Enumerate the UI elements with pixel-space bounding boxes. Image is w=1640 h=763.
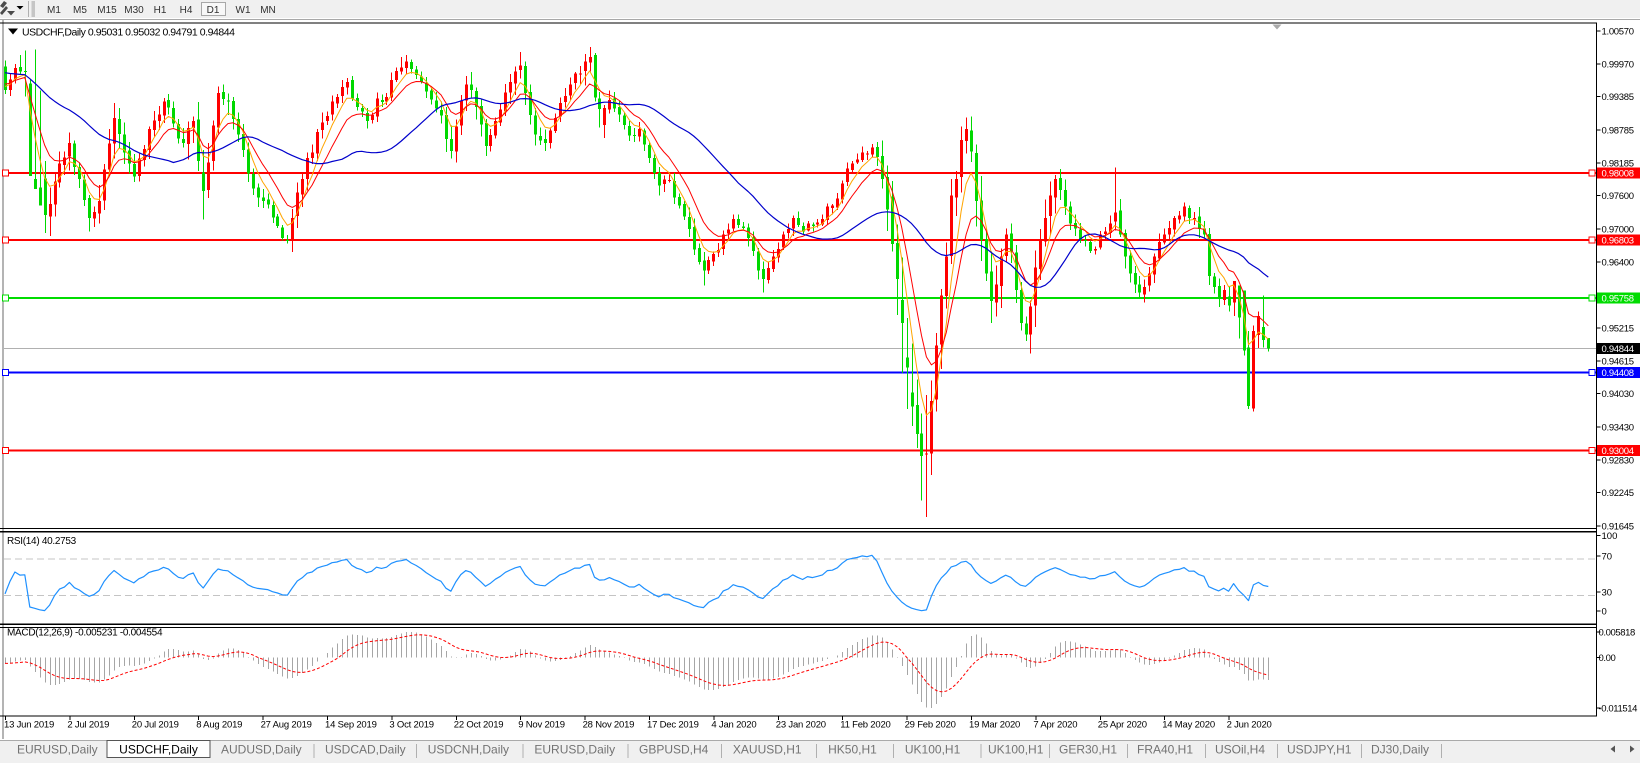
svg-text:USDCHF,Daily 0.95031 0.95032: USDCHF,Daily 0.95031 0.95032 0.94791 0.9…	[22, 26, 235, 38]
svg-text:DJ30,Daily: DJ30,Daily	[1371, 743, 1429, 757]
svg-text:USOil,H4: USOil,H4	[1215, 743, 1265, 757]
svg-text:W1: W1	[236, 5, 251, 16]
svg-text:0.94030: 0.94030	[1602, 389, 1634, 400]
svg-text:0: 0	[1602, 607, 1607, 618]
svg-text:HK50,H1: HK50,H1	[828, 743, 877, 757]
svg-text:XAUUSD,H1: XAUUSD,H1	[733, 743, 802, 757]
svg-text:H4: H4	[180, 5, 193, 16]
svg-text:0.99385: 0.99385	[1602, 92, 1634, 103]
svg-text:0.00: 0.00	[1599, 653, 1616, 664]
svg-text:USDCAD,Daily: USDCAD,Daily	[325, 743, 406, 757]
svg-text:-0.011514: -0.011514	[1599, 704, 1638, 715]
svg-text:USDCHF,Daily: USDCHF,Daily	[119, 743, 198, 757]
svg-text:0.97600: 0.97600	[1602, 191, 1634, 202]
svg-text:11 Feb 2020: 11 Feb 2020	[840, 720, 890, 731]
svg-text:27 Aug 2019: 27 Aug 2019	[261, 720, 312, 731]
svg-text:EURUSD,Daily: EURUSD,Daily	[534, 743, 615, 757]
svg-text:13 Jun 2019: 13 Jun 2019	[4, 720, 54, 731]
svg-text:M15: M15	[97, 5, 117, 16]
svg-text:0.93430: 0.93430	[1602, 422, 1634, 433]
svg-text:2 Jul 2019: 2 Jul 2019	[67, 720, 109, 731]
svg-text:AUDUSD,Daily: AUDUSD,Daily	[221, 743, 302, 757]
svg-text:0.95758: 0.95758	[1602, 293, 1634, 304]
svg-text:0.005818: 0.005818	[1599, 628, 1636, 639]
svg-text:70: 70	[1602, 552, 1613, 563]
svg-text:2 Jun 2020: 2 Jun 2020	[1227, 720, 1272, 731]
svg-text:4 Jan 2020: 4 Jan 2020	[711, 720, 756, 731]
svg-text:D1: D1	[207, 5, 220, 16]
svg-text:23 Jan 2020: 23 Jan 2020	[776, 720, 826, 731]
svg-text:0.98185: 0.98185	[1602, 159, 1634, 170]
svg-text:0.96400: 0.96400	[1602, 258, 1634, 269]
svg-text:30: 30	[1602, 588, 1613, 599]
svg-text:H1: H1	[154, 5, 167, 16]
svg-text:MACD(12,26,9) -0.005231 -0.004: MACD(12,26,9) -0.005231 -0.004554	[7, 628, 163, 639]
svg-text:0.92830: 0.92830	[1602, 456, 1634, 467]
svg-text:RSI(14) 40.2753: RSI(14) 40.2753	[7, 536, 77, 547]
svg-text:M1: M1	[47, 5, 61, 16]
svg-text:14 Sep 2019: 14 Sep 2019	[325, 720, 377, 731]
svg-text:0.95215: 0.95215	[1602, 323, 1634, 334]
svg-text:0.91645: 0.91645	[1602, 521, 1634, 532]
svg-text:0.96803: 0.96803	[1602, 235, 1634, 246]
svg-text:0.92245: 0.92245	[1602, 488, 1634, 499]
svg-text:0.94408: 0.94408	[1602, 368, 1634, 379]
svg-text:0.94615: 0.94615	[1602, 357, 1634, 368]
svg-text:0.99970: 0.99970	[1602, 60, 1634, 71]
svg-text:GER30,H1: GER30,H1	[1059, 743, 1117, 757]
svg-text:22 Oct 2019: 22 Oct 2019	[454, 720, 504, 731]
svg-text:14 May 2020: 14 May 2020	[1162, 720, 1215, 731]
svg-text:M30: M30	[124, 5, 144, 16]
svg-text:M5: M5	[73, 5, 87, 16]
svg-text:UK100,H1: UK100,H1	[905, 743, 961, 757]
svg-text:0.98008: 0.98008	[1602, 169, 1634, 180]
svg-text:100: 100	[1602, 531, 1618, 542]
svg-text:20 Jul 2019: 20 Jul 2019	[132, 720, 179, 731]
svg-text:7 Apr 2020: 7 Apr 2020	[1033, 720, 1077, 731]
svg-text:29 Feb 2020: 29 Feb 2020	[905, 720, 956, 731]
svg-text:USDCNH,Daily: USDCNH,Daily	[428, 743, 509, 757]
svg-text:0.94844: 0.94844	[1602, 344, 1634, 355]
svg-text:28 Nov 2019: 28 Nov 2019	[583, 720, 635, 731]
svg-text:0.93004: 0.93004	[1602, 446, 1634, 457]
svg-text:17 Dec 2019: 17 Dec 2019	[647, 720, 699, 731]
svg-text:3 Oct 2019: 3 Oct 2019	[389, 720, 433, 731]
svg-text:9 Nov 2019: 9 Nov 2019	[518, 720, 565, 731]
svg-text:FRA40,H1: FRA40,H1	[1137, 743, 1193, 757]
svg-text:8 Aug 2019: 8 Aug 2019	[196, 720, 242, 731]
svg-text:1.00570: 1.00570	[1602, 26, 1634, 37]
svg-text:EURUSD,Daily: EURUSD,Daily	[17, 743, 98, 757]
svg-text:GBPUSD,H4: GBPUSD,H4	[639, 743, 709, 757]
svg-text:19 Mar 2020: 19 Mar 2020	[969, 720, 1020, 731]
svg-text:UK100,H1: UK100,H1	[988, 743, 1044, 757]
svg-text:MN: MN	[260, 5, 276, 16]
svg-text:25 Apr 2020: 25 Apr 2020	[1098, 720, 1147, 731]
svg-text:USDJPY,H1: USDJPY,H1	[1287, 743, 1352, 757]
svg-text:0.97000: 0.97000	[1602, 224, 1634, 235]
svg-text:0.98785: 0.98785	[1602, 125, 1634, 136]
